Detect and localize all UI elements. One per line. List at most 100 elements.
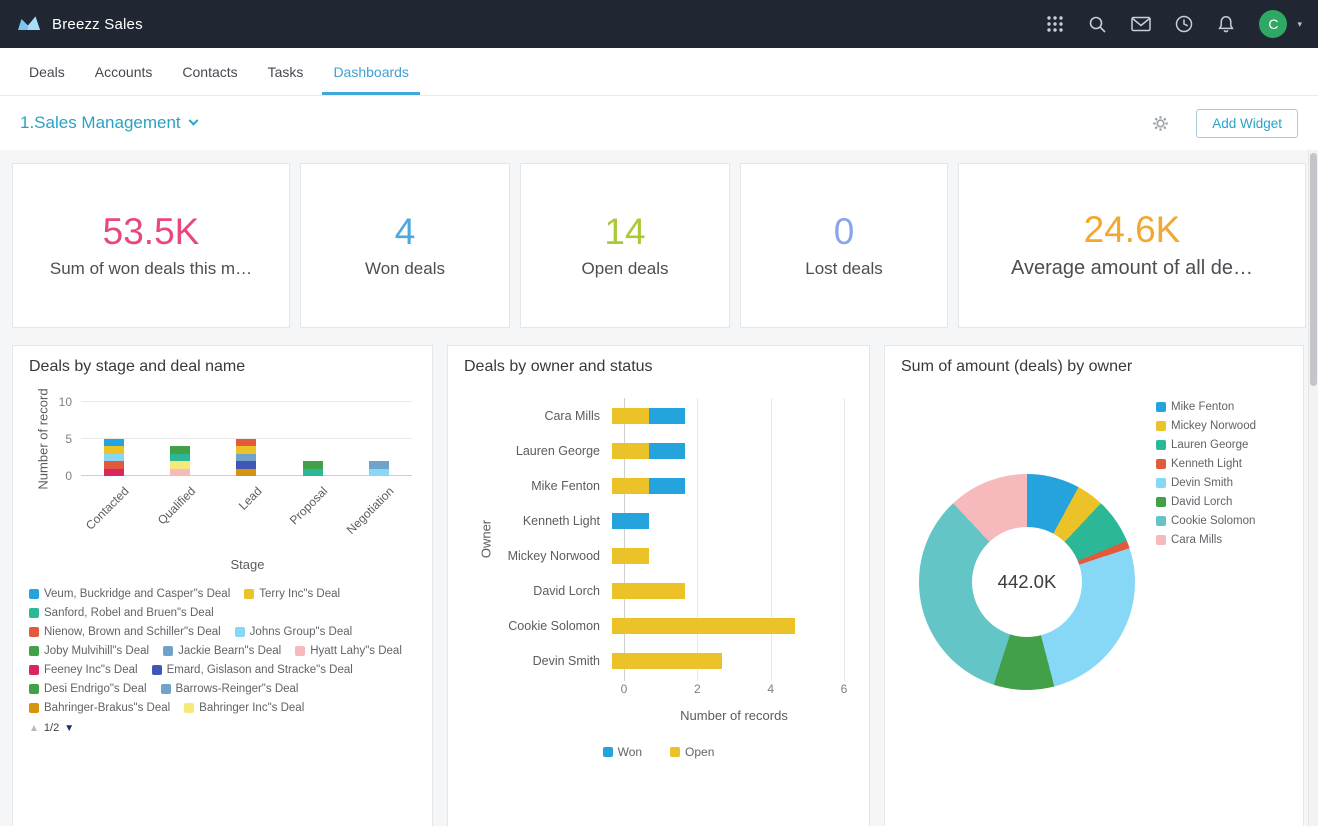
- legend-item[interactable]: Bahringer Inc"s Deal: [184, 702, 304, 714]
- legend-item[interactable]: Veum, Buckridge and Casper"s Deal: [29, 588, 230, 600]
- legend-pager: ▲ 1/2 ▼: [29, 722, 416, 734]
- topbar: Breezz Sales C ▾: [0, 0, 1318, 48]
- bar-track: [612, 547, 832, 564]
- kpi-card[interactable]: 53.5K Sum of won deals this m…: [12, 163, 290, 328]
- chart2-plot-area: Cara Mills Lauren George Mike Fenton Kennet…: [464, 398, 853, 681]
- legend-item[interactable]: Open: [670, 745, 714, 759]
- legend-swatch: [184, 703, 195, 713]
- bar-segment[interactable]: [648, 477, 686, 494]
- user-menu-chevron-icon[interactable]: ▾: [1297, 18, 1302, 29]
- legend-label: Jackie Bearn"s Deal: [178, 645, 282, 657]
- add-widget-button[interactable]: Add Widget: [1196, 108, 1298, 138]
- pager-down-icon[interactable]: ▼: [64, 722, 75, 734]
- legend-item[interactable]: Joby Mulvihill"s Deal: [29, 645, 149, 657]
- legend-item[interactable]: Terry Inc"s Deal: [244, 588, 340, 600]
- apps-grid-icon[interactable]: [1046, 15, 1064, 33]
- legend-item[interactable]: Desi Endrigo"s Deal: [29, 683, 147, 695]
- stacked-bar[interactable]: [368, 461, 389, 476]
- kpi-card[interactable]: 14 Open deals: [520, 163, 730, 328]
- x-category-label: Qualified: [154, 484, 199, 528]
- stacked-bar[interactable]: [236, 439, 257, 476]
- kpi-label: Sum of won deals this m…: [49, 258, 253, 278]
- scrollbar-thumb[interactable]: [1310, 153, 1317, 386]
- recent-history-clock-icon[interactable]: [1175, 15, 1193, 33]
- legend-item[interactable]: Cara Mills: [1156, 534, 1256, 546]
- legend-item[interactable]: Bahringer-Brakus"s Deal: [29, 702, 170, 714]
- legend-item[interactable]: Jackie Bearn"s Deal: [163, 645, 281, 657]
- stacked-bar[interactable]: [104, 439, 125, 476]
- legend-item[interactable]: Mike Fenton: [1156, 401, 1256, 413]
- app-logo-icon[interactable]: [16, 15, 42, 33]
- gridline: [697, 398, 699, 681]
- bar-segment[interactable]: [612, 477, 649, 494]
- bar-segment[interactable]: [612, 617, 796, 634]
- tab-accounts[interactable]: Accounts: [94, 63, 153, 80]
- stacked-bar[interactable]: [170, 446, 191, 476]
- x-axis-label: Stage: [230, 557, 265, 572]
- stacked-bar[interactable]: [302, 461, 323, 476]
- legend-item[interactable]: Devin Smith: [1156, 477, 1256, 489]
- legend-label: Nienow, Brown and Schiller"s Deal: [44, 626, 221, 638]
- widget-deals-by-owner-status: Deals by owner and status Cara Mills Laur…: [447, 345, 870, 826]
- kpi-card[interactable]: 4 Won deals: [300, 163, 510, 328]
- legend-item[interactable]: Nienow, Brown and Schiller"s Deal: [29, 626, 221, 638]
- page-scrollbar[interactable]: [1308, 150, 1318, 826]
- legend-item[interactable]: Emard, Gislason and Stracke"s Deal: [151, 664, 353, 676]
- kpi-card[interactable]: 0 Lost deals: [740, 163, 948, 328]
- bar-segment[interactable]: [612, 582, 686, 599]
- bar-segment[interactable]: [612, 652, 722, 669]
- tab-contacts[interactable]: Contacts: [182, 63, 238, 80]
- gridline: [844, 398, 845, 681]
- tab-deals[interactable]: Deals: [29, 63, 65, 80]
- settings-gear-icon[interactable]: [1151, 114, 1170, 133]
- legend-item[interactable]: Feeney Inc"s Deal: [29, 664, 138, 676]
- bar-row-label: Devin Smith: [532, 653, 600, 668]
- bar-segment[interactable]: [612, 547, 649, 564]
- chart1-plot-area: 0 5 10 Number of record: [36, 388, 412, 490]
- bar-segment[interactable]: [612, 442, 649, 459]
- tab-dashboards[interactable]: Dashboards: [318, 48, 424, 95]
- bar-track: [612, 582, 832, 599]
- legend-item[interactable]: Won: [602, 745, 642, 759]
- legend-item[interactable]: Johns Group"s Deal: [234, 626, 353, 638]
- tab-tasks[interactable]: Tasks: [267, 63, 304, 80]
- legend-label: Desi Endrigo"s Deal: [44, 683, 147, 695]
- bar-track: [612, 512, 832, 529]
- legend-label: Barrows-Reinger"s Deal: [175, 683, 299, 695]
- bar-row: Devin Smith: [464, 643, 853, 678]
- dashboard-title-dropdown[interactable]: 1.Sales Management: [20, 113, 199, 133]
- legend-swatch: [295, 646, 306, 656]
- legend-item[interactable]: Lauren George: [1156, 439, 1256, 451]
- dashboard-content: 53.5K Sum of won deals this m… 4 Won deals 1…: [0, 150, 1318, 826]
- kpi-card[interactable]: 24.6K Average amount of all de…: [958, 163, 1306, 328]
- bar-segment[interactable]: [648, 407, 686, 424]
- donut-chart[interactable]: 442.0K: [919, 474, 1135, 690]
- legend-swatch: [1156, 402, 1166, 412]
- topbar-actions: C ▾: [1046, 10, 1302, 38]
- legend-item[interactable]: Barrows-Reinger"s Deal: [160, 683, 299, 695]
- legend-label: Sanford, Robel and Bruen"s Deal: [44, 607, 214, 619]
- legend-item[interactable]: Cookie Solomon: [1156, 515, 1256, 527]
- bar-segment[interactable]: [648, 442, 686, 459]
- legend-swatch: [1156, 421, 1166, 431]
- legend-item[interactable]: Mickey Norwood: [1156, 420, 1256, 432]
- notifications-bell-icon[interactable]: [1217, 15, 1235, 33]
- bar-segment[interactable]: [612, 407, 649, 424]
- bar-segment[interactable]: [612, 512, 649, 529]
- legend-label: Johns Group"s Deal: [249, 626, 353, 638]
- legend-swatch: [160, 684, 171, 694]
- mail-icon[interactable]: [1131, 16, 1152, 32]
- legend-item[interactable]: Sanford, Robel and Bruen"s Deal: [29, 607, 214, 619]
- bar-segment: [302, 461, 323, 469]
- legend-label: David Lorch: [1171, 496, 1233, 508]
- legend-item[interactable]: David Lorch: [1156, 496, 1256, 508]
- kpi-value: 24.6K: [1083, 209, 1181, 250]
- user-avatar[interactable]: C: [1259, 10, 1288, 38]
- legend-swatch: [1156, 535, 1166, 545]
- bar-row: David Lorch: [464, 573, 853, 608]
- bar-row: Cookie Solomon: [464, 608, 853, 643]
- legend-item[interactable]: Kenneth Light: [1156, 458, 1256, 470]
- search-icon[interactable]: [1088, 15, 1107, 34]
- legend-item[interactable]: Hyatt Lahy"s Deal: [295, 645, 402, 657]
